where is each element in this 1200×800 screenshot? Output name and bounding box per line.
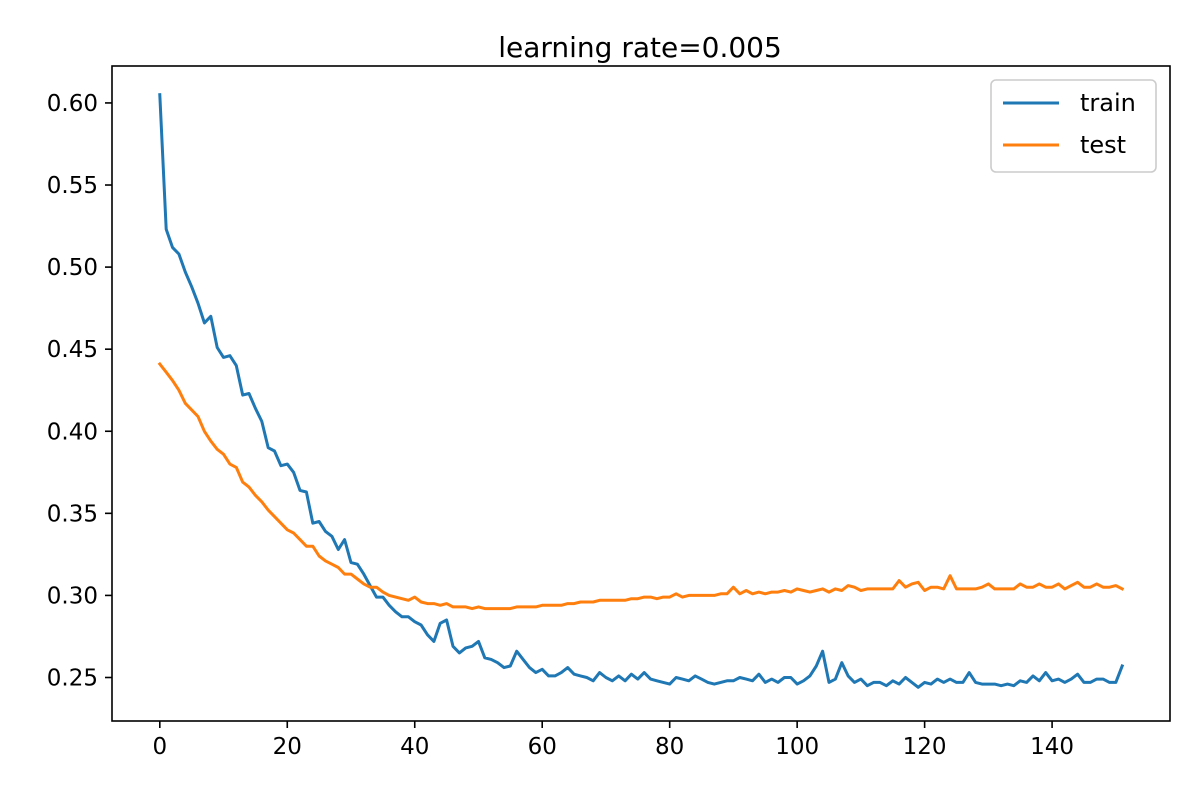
legend-label-train: train [1080,89,1136,117]
y-tick-label: 0.45 [47,337,98,363]
plot-frame [111,65,1171,722]
y-tick-label: 0.55 [47,173,98,199]
y-tick-label: 0.60 [47,91,98,117]
x-tick-label: 60 [528,734,557,760]
y-tick-label: 0.40 [47,419,98,445]
series-layer [157,93,1125,689]
legend: train test [990,79,1157,173]
y-tick-label: 0.35 [47,501,98,527]
x-axis: 0 20 40 60 80 100 120 140 [152,721,1074,760]
legend-label-test: test [1080,131,1126,159]
x-tick-label: 120 [903,734,947,760]
series-line-train [158,93,1125,689]
x-tick-label: 20 [273,734,302,760]
x-tick-label: 80 [655,734,684,760]
y-axis: 0.25 0.30 0.35 0.40 0.45 0.50 0.55 0.60 [47,91,112,691]
y-tick-label: 0.30 [47,583,98,609]
x-tick-label: 100 [775,734,819,760]
x-tick-label: 0 [152,734,167,760]
series-line-test [157,361,1125,611]
chart-title: learning rate=0.005 [498,31,782,64]
x-tick-label: 40 [400,734,429,760]
x-tick-label: 140 [1030,734,1074,760]
y-tick-label: 0.50 [47,255,98,281]
y-tick-label: 0.25 [47,665,98,691]
